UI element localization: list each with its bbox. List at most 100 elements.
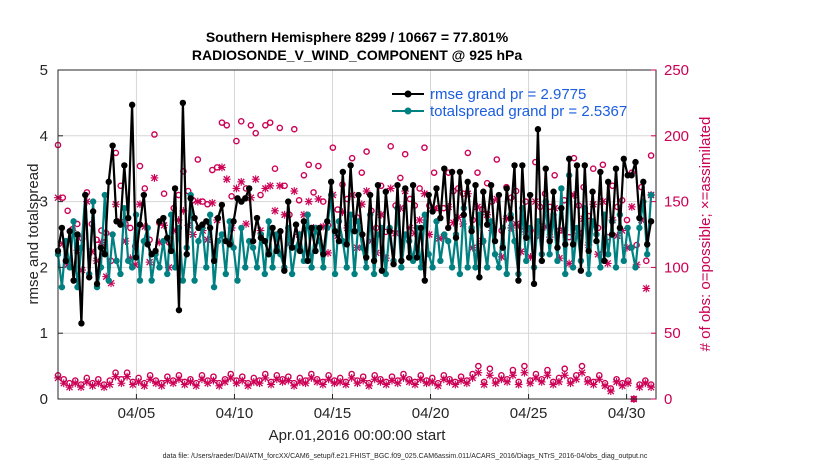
spread-point (238, 224, 245, 232)
obs-possible-marker (233, 137, 240, 145)
rmse-point (468, 228, 475, 235)
obs-assimilated-marker (359, 376, 368, 385)
obs-assimilated-marker (215, 381, 224, 390)
obs-assimilated-marker (520, 368, 529, 377)
rmse-point (569, 241, 577, 248)
obs-possible-marker (98, 227, 105, 234)
obs-possible-marker (151, 131, 158, 138)
rmse-point (125, 214, 132, 222)
obs-assimilated-marker (526, 379, 535, 388)
spread-point (448, 264, 456, 271)
rmse-point (253, 214, 261, 222)
y-right-tick-label: 150 (664, 194, 689, 211)
spread-point (195, 237, 202, 245)
spread-point (370, 270, 378, 278)
rmse-point (484, 221, 491, 228)
obs-assimilated-marker (222, 175, 231, 184)
spread-point (164, 270, 171, 278)
obs-assimilated-marker (290, 381, 298, 390)
rmse-point (480, 188, 487, 195)
spread-point (484, 264, 491, 271)
rmse-point (249, 237, 257, 245)
rmse-point (394, 181, 401, 189)
obs-possible-marker (209, 166, 216, 174)
obs-assimilated-marker (313, 377, 322, 386)
obs-assimilated-marker (509, 371, 517, 380)
rmse-point (534, 126, 542, 133)
obs-possible-marker (397, 174, 404, 182)
obs-assimilated-marker (583, 377, 592, 386)
spread-point (191, 277, 198, 284)
x-tick-label: 04/25 (510, 405, 548, 422)
legend-rmse-marker (404, 90, 412, 98)
obs-possible-marker (64, 207, 71, 215)
rmse-point (456, 168, 464, 176)
rmse-point (476, 274, 483, 281)
rmse-point (351, 228, 358, 235)
obs-assimilated-marker (560, 371, 569, 380)
rmse-point (433, 185, 440, 192)
rmse-point (511, 162, 518, 169)
rmse-point (206, 224, 214, 232)
x-tick-label: 04/05 (118, 405, 156, 422)
rmse-point (647, 218, 655, 225)
rmse-point (105, 178, 112, 186)
rmse-point (386, 228, 393, 235)
obs-assimilated-marker (244, 381, 252, 390)
rmse-point (187, 195, 194, 202)
obs-possible-marker (300, 171, 308, 179)
rmse-point (327, 178, 335, 186)
obs-assimilated-marker (295, 377, 304, 386)
obs-assimilated-marker (347, 374, 356, 382)
obs-possible-marker (276, 124, 284, 132)
obs-assimilated-marker (65, 383, 74, 392)
obs-assimilated-marker (59, 379, 68, 388)
obs-assimilated-marker (226, 374, 235, 382)
obs-assimilated-marker (140, 381, 149, 390)
obs-possible-marker (486, 365, 494, 373)
obs-assimilated-marker (416, 375, 425, 384)
rmse-point (640, 178, 647, 186)
rmse-point (171, 185, 179, 192)
obs-assimilated-marker (123, 372, 131, 381)
obs-possible-marker (160, 190, 168, 198)
obs-possible-marker (141, 185, 149, 192)
obs-assimilated-marker (641, 379, 650, 388)
obs-assimilated-marker (242, 220, 250, 228)
obs-assimilated-marker (405, 377, 414, 386)
spread-point (620, 257, 627, 265)
spread-point (249, 244, 257, 251)
rmse-point (378, 267, 386, 274)
obs-possible-marker (363, 148, 370, 155)
obs-assimilated-marker (399, 374, 408, 382)
obs-assimilated-marker (642, 284, 651, 293)
spread-point (491, 251, 499, 258)
rmse-point (413, 254, 421, 261)
obs-possible-marker (522, 198, 530, 205)
spread-point (503, 270, 510, 278)
rmse-point (265, 251, 272, 258)
x-tick-label: 04/20 (412, 405, 450, 422)
rmse-point (405, 254, 413, 261)
obs-assimilated-marker (71, 379, 80, 388)
rmse-point (573, 162, 581, 169)
x-tick-label: 04/30 (608, 405, 646, 422)
chart-subtitle: RADIOSONDE_V_WIND_COMPONENT @ 925 hPa (192, 47, 522, 63)
rmse-point (101, 251, 109, 258)
spread-point (320, 264, 327, 271)
obs-assimilated-marker (382, 380, 391, 389)
obs-possible-marker (521, 362, 528, 370)
spread-point (58, 283, 66, 291)
rmse-point (452, 234, 460, 241)
spread-point (222, 270, 229, 278)
obs-assimilated-marker (88, 381, 97, 390)
rmse-point (464, 178, 471, 186)
rmse-point (425, 191, 432, 199)
rmse-point (608, 231, 616, 238)
obs-possible-marker (642, 257, 650, 265)
rmse-point (136, 221, 144, 228)
obs-possible-marker (578, 362, 586, 370)
rmse-point (144, 241, 151, 248)
spread-point (398, 264, 405, 271)
obs-possible-marker (401, 150, 409, 158)
